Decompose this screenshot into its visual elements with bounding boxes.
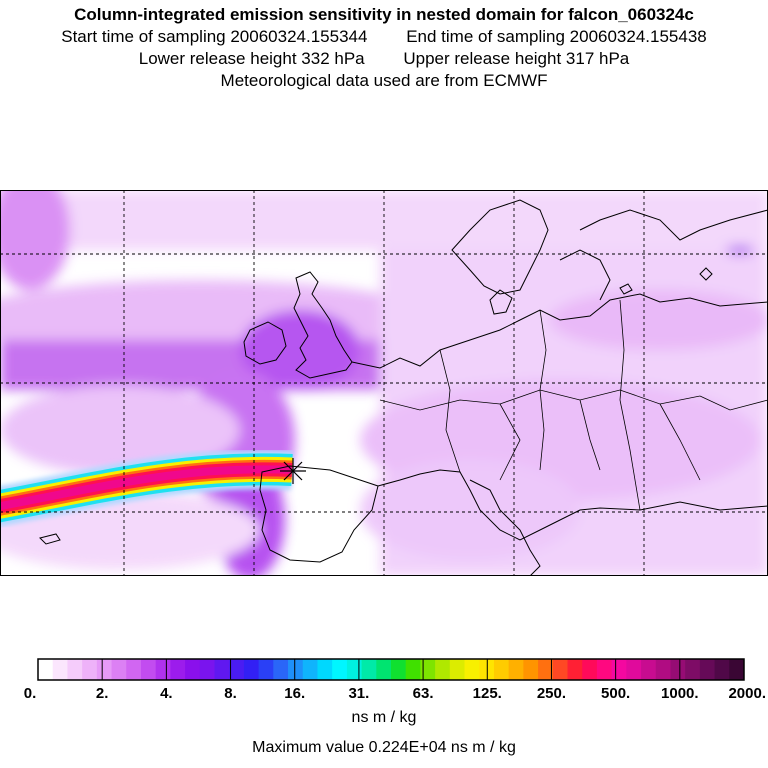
legend-swatch xyxy=(493,659,510,680)
legend-swatch xyxy=(96,659,112,680)
legend-swatch xyxy=(655,659,671,680)
legend-tick-label: 2. xyxy=(96,685,109,702)
legend-tick-label: 63. xyxy=(413,685,434,702)
legend-tick-label: 2000. xyxy=(728,685,766,702)
legend-swatch xyxy=(38,659,54,680)
start-time-label: Start time of sampling 20060324.155344 xyxy=(61,27,368,46)
coastlines xyxy=(39,199,768,576)
map-panel xyxy=(0,190,768,576)
legend-swatch xyxy=(699,659,715,680)
legend-swatch xyxy=(582,659,598,680)
legend-swatch xyxy=(714,659,730,680)
legend-swatch xyxy=(670,659,686,680)
figure-title: Column-integrated emission sensitivity i… xyxy=(74,5,694,24)
legend-ticks: 0. 2. 4. 8. 16. 31. 63. 125. 250. 500. 1000. 2000. xyxy=(24,659,766,702)
legend-swatch xyxy=(170,659,186,680)
sensitivity-field xyxy=(0,190,768,576)
legend-swatch xyxy=(302,659,318,680)
legend-swatch xyxy=(420,659,436,680)
legend-swatch xyxy=(405,659,421,680)
legend-swatch xyxy=(214,659,230,680)
release-heights: Lower release height 332 hPa Upper relea… xyxy=(0,48,768,70)
legend-swatch xyxy=(332,659,348,680)
legend-swatch xyxy=(67,659,83,680)
legend-swatch xyxy=(52,659,68,680)
legend-swatch xyxy=(185,659,201,680)
legend-swatch xyxy=(361,659,377,680)
legend-swatch xyxy=(729,659,745,680)
legend-tick-label: 16. xyxy=(284,685,305,702)
legend-swatch xyxy=(126,659,142,680)
legend-swatch xyxy=(464,659,480,680)
legend-swatch xyxy=(111,659,127,680)
legend-tick-label: 1000. xyxy=(661,685,699,702)
legend-swatch xyxy=(391,659,407,680)
legend-swatch xyxy=(611,659,627,680)
met-data-label: Meteorological data used are from ECMWF xyxy=(220,71,548,90)
legend-swatch xyxy=(626,659,642,680)
color-legend: 0. 2. 4. 8. 16. 31. 63. 125. 250. 500. 1000. 2000. xyxy=(24,658,766,702)
figure-header: Column-integrated emission sensitivity i… xyxy=(0,4,768,92)
legend-swatch xyxy=(346,659,362,680)
legend-swatch xyxy=(538,659,554,680)
legend-swatch xyxy=(685,659,701,680)
legend-swatch xyxy=(435,659,451,680)
end-time-label: End time of sampling 20060324.155438 xyxy=(406,27,707,46)
legend-tick-label: 125. xyxy=(473,685,502,702)
legend-tick-label: 31. xyxy=(348,685,369,702)
legend-swatch xyxy=(243,659,260,680)
maximum-value-label: Maximum value 0.224E+04 ns m / kg xyxy=(252,739,516,756)
graticule xyxy=(0,190,768,576)
sampling-times: Start time of sampling 20060324.155344 E… xyxy=(0,26,768,48)
legend-swatch xyxy=(596,659,613,680)
legend-tick-label: 8. xyxy=(224,685,237,702)
legend-tick-label: 500. xyxy=(601,685,630,702)
legend-tick-label: 0. xyxy=(24,685,37,702)
release-point-marker xyxy=(280,458,306,484)
legend-swatch xyxy=(552,659,568,680)
legend-tick-label: 250. xyxy=(537,685,566,702)
legend-swatch xyxy=(82,659,98,680)
legend-swatch xyxy=(641,659,657,680)
legend-swatch xyxy=(449,659,465,680)
lower-height-label: Lower release height 332 hPa xyxy=(138,49,365,68)
legend-swatch xyxy=(317,659,333,680)
legend-unit: ns m / kg xyxy=(351,709,417,726)
legend-swatch xyxy=(140,659,157,680)
legend-swatch xyxy=(273,659,289,680)
legend-swatch xyxy=(229,659,245,680)
legend-swatch xyxy=(567,659,583,680)
plume xyxy=(0,449,293,527)
legend-swatch xyxy=(155,659,171,680)
legend-swatch xyxy=(258,659,274,680)
legend-bars xyxy=(37,658,745,681)
legend-swatch xyxy=(508,659,524,680)
legend-swatch xyxy=(523,659,539,680)
legend-tick-label: 4. xyxy=(160,685,173,702)
upper-height-label: Upper release height 317 hPa xyxy=(403,49,630,68)
legend-swatch xyxy=(288,659,304,680)
legend-swatch xyxy=(376,659,392,680)
legend-swatch xyxy=(199,659,215,680)
